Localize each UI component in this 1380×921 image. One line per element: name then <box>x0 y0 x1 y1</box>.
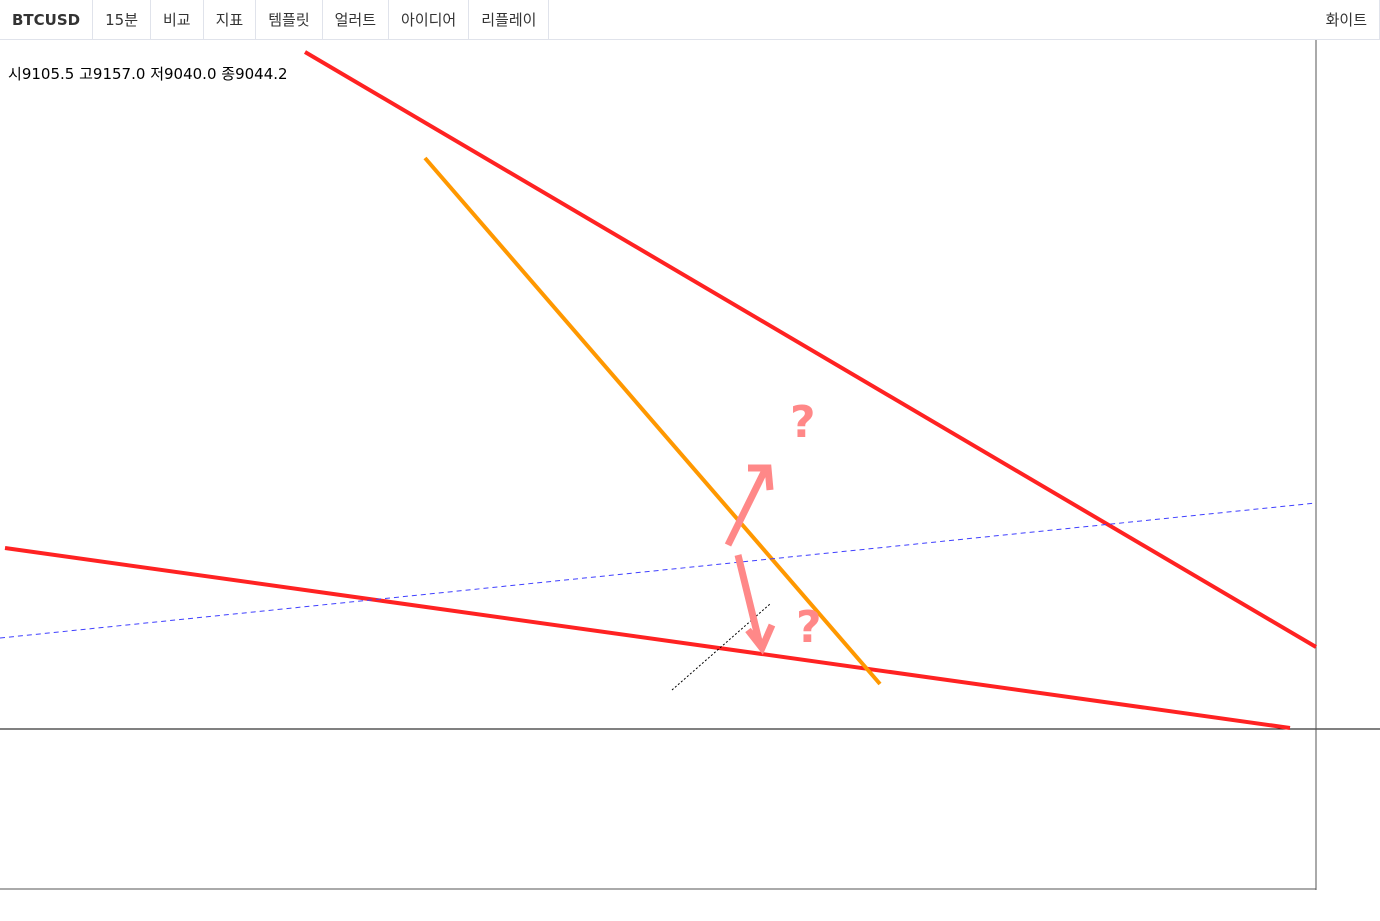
arrow <box>734 554 776 655</box>
ohlc-label: 시 <box>8 65 22 83</box>
symbol[interactable]: BTCUSD <box>0 0 94 40</box>
theme[interactable]: 화이트 <box>1314 0 1380 40</box>
ohlc-label: 저 <box>150 65 164 83</box>
ohlc-value: 9044.2 <box>235 65 288 83</box>
arrow <box>724 464 774 547</box>
ohlc-value: 9040.0 <box>164 65 217 83</box>
ohlc-value: 9105.5 <box>22 65 75 83</box>
ohlc-label: 고 <box>79 65 93 83</box>
ohlc-legend: 시9105.5 고9157.0 저9040.0 종9044.2 <box>8 65 288 83</box>
plot-bg <box>0 40 1316 890</box>
tool[interactable]: 지표 <box>204 0 257 40</box>
annotation: ? <box>796 602 822 653</box>
tool[interactable]: 비교 <box>151 0 204 40</box>
trendline <box>423 156 882 686</box>
ohlc-value: 9157.0 <box>93 65 146 83</box>
trendline <box>4 546 1291 730</box>
toolbar: BTCUSD 15분 비교 지표 템플릿 얼러트 아이디어 리플레이 화이트 <box>0 0 1380 40</box>
ohlc-label: 종 <box>221 65 235 83</box>
trendline <box>303 50 1318 649</box>
tool[interactable]: 리플레이 <box>469 0 550 40</box>
chart: ? ? 시9105.5 고9157.0 저9040.0 종9044.2 <box>0 40 1380 890</box>
annotation: ? <box>790 397 816 448</box>
tool[interactable]: 아이디어 <box>389 0 470 40</box>
trendline <box>0 502 1317 639</box>
tool[interactable]: 템플릿 <box>256 0 323 40</box>
interval[interactable]: 15분 <box>93 0 151 40</box>
tool[interactable]: 얼러트 <box>323 0 390 40</box>
